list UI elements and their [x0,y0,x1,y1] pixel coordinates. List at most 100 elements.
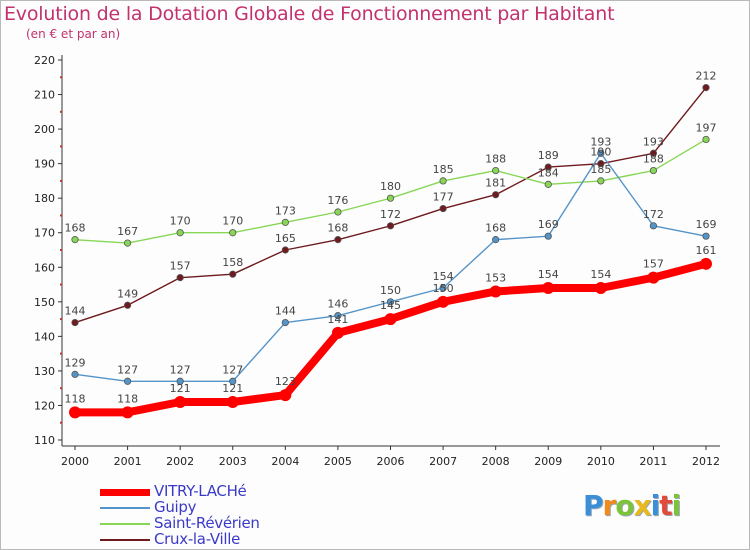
logo-letter: i [671,489,682,522]
data-point [123,377,132,385]
data-point [649,166,658,175]
data-point [594,282,607,294]
data-label: 188 [485,153,506,166]
data-label: 169 [538,218,559,231]
data-point [69,406,81,419]
data-label: 190 [590,146,611,159]
data-label: 189 [538,149,559,162]
y-tick-label-170: 170 [34,227,55,240]
data-label: 168 [485,222,506,235]
data-point [331,326,344,339]
data-label: 150 [433,282,454,295]
x-tick-label-2008: 2008 [482,455,510,468]
y-tick-label-190: 190 [34,158,55,171]
series-2 [71,135,710,247]
legend-label: Guipy [154,498,197,516]
logo-letter: i [650,489,661,522]
legend-swatch [100,507,150,509]
data-label: 193 [590,135,611,148]
x-tick-label-2012: 2012 [692,455,720,468]
data-point [386,194,395,202]
legend-item-1: Guipy [100,498,340,516]
y-tick-label-200: 200 [34,123,55,136]
data-label: 154 [433,270,454,283]
series-1 [71,149,710,385]
data-point [702,135,710,144]
logo-letter: P [583,489,604,522]
data-point [492,236,500,244]
legend-label: Saint-Révérien [154,514,260,532]
data-label: 123 [275,375,296,388]
data-point [121,406,134,419]
data-label: 129 [65,356,86,369]
data-label: 184 [538,166,559,179]
data-point [439,177,447,185]
y-tick-label-160: 160 [34,261,55,274]
data-point [437,295,450,308]
data-label: 146 [327,298,348,311]
data-label: 157 [643,258,664,271]
data-label: 127 [222,363,243,376]
data-point [702,84,710,92]
data-point [334,236,342,244]
series-layer [69,84,712,419]
data-label: 149 [117,287,138,300]
data-point [281,218,289,226]
legend-swatch [100,539,150,541]
data-point [544,232,552,240]
data-point [492,166,500,175]
data-point [229,229,237,237]
data-point [71,370,79,378]
data-point [647,271,660,284]
y-tick-label-180: 180 [34,192,55,205]
chart-title: Evolution de la Dotation Globale de Fonc… [4,3,615,25]
data-point [334,208,342,216]
legend-item-2: Saint-Révérien [100,514,340,532]
x-tick-label-2001: 2001 [114,455,142,468]
x-tick-label-2003: 2003 [219,455,247,468]
series-0 [69,257,712,419]
data-label: 212 [696,70,717,83]
data-point [229,270,237,278]
y-tick-label-210: 210 [34,89,55,102]
logo-letter: t [659,489,672,522]
data-point [334,312,342,320]
data-point [176,274,184,282]
data-label: 165 [275,232,296,245]
x-tick-label-2006: 2006 [377,455,405,468]
data-label: 197 [696,121,717,134]
data-point [649,149,658,157]
data-label: 168 [65,222,86,235]
data-label: 167 [117,225,138,238]
axes: 110 120 130 140 150 160 170 180 190 200 210 220 2000… [34,54,720,468]
y-tick-label-140: 140 [34,330,55,343]
legend-label: Crux-la-Ville [154,530,241,548]
legend-label: VITRY-LACHé [154,482,247,500]
x-tick-label-2011: 2011 [639,455,667,468]
data-point [597,160,605,168]
data-label: 181 [485,177,506,190]
data-label: 118 [65,392,86,405]
data-point [597,177,605,185]
data-point [226,396,239,408]
data-label: 145 [380,299,401,312]
data-point [384,313,397,326]
x-tick-label-2007: 2007 [429,455,457,468]
legend-item-0: VITRY-LACHé [100,482,340,500]
data-point [386,222,395,230]
data-label: 158 [222,256,243,269]
data-label: 172 [380,208,401,221]
data-point [386,298,395,306]
data-point [71,236,79,244]
data-label: 176 [327,194,348,207]
series-3 [71,84,710,327]
data-label: 185 [433,163,454,176]
data-point [123,301,132,309]
data-point [544,180,552,188]
data-label: 180 [380,180,401,193]
data-label: 170 [170,215,191,228]
data-label: 127 [170,363,191,376]
